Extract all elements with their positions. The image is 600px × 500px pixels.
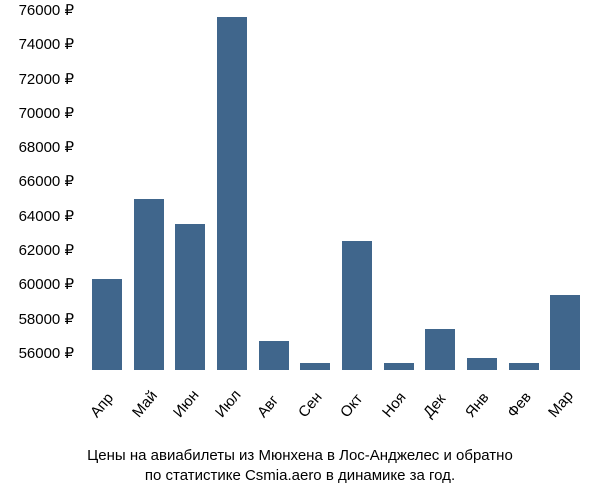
y-tick-label: 60000 ₽ [19, 275, 74, 293]
bar [467, 358, 497, 370]
x-tick-label: Июн [170, 387, 203, 421]
x-tick-label: Сен [295, 389, 326, 421]
bar [550, 295, 580, 370]
x-tick-label: Дек [420, 391, 449, 421]
chart-caption-line2: по статистике Csmia.aero в динамике за г… [0, 466, 600, 486]
bar [342, 241, 372, 370]
y-tick-label: 62000 ₽ [19, 241, 74, 259]
bars-container [86, 10, 586, 370]
bar [217, 17, 247, 370]
bar [134, 199, 164, 370]
bar [92, 279, 122, 370]
y-tick-label: 76000 ₽ [19, 1, 74, 19]
y-axis: 56000 ₽ 58000 ₽ 60000 ₽ 62000 ₽ 64000 ₽ 66000… [0, 10, 80, 370]
x-tick-label: Фев [504, 389, 535, 421]
chart-caption-line1: Цены на авиабилеты из Мюнхена в Лос-Андж… [0, 446, 600, 466]
x-tick-label: Май [129, 387, 161, 420]
bar [425, 329, 455, 370]
x-tick-label: Апр [87, 390, 117, 421]
price-chart: 56000 ₽ 58000 ₽ 60000 ₽ 62000 ₽ 64000 ₽ 66000… [0, 0, 600, 500]
bar [300, 363, 330, 370]
bar [384, 363, 414, 370]
y-tick-label: 58000 ₽ [19, 310, 74, 328]
x-tick-label: Июл [212, 387, 245, 421]
x-axis: Апр Май Июн Июл Авг Сен Окт Ноя Дек Янв Фев Мар [86, 372, 586, 442]
y-tick-label: 70000 ₽ [19, 104, 74, 122]
x-tick-label: Окт [337, 391, 366, 421]
y-tick-label: 64000 ₽ [19, 207, 74, 225]
y-tick-label: 66000 ₽ [19, 172, 74, 190]
x-tick-label: Ноя [379, 389, 410, 421]
y-tick-label: 74000 ₽ [19, 35, 74, 53]
plot-area [86, 10, 586, 370]
x-tick-label: Янв [462, 389, 492, 421]
bar [175, 224, 205, 370]
x-tick-label: Мар [545, 388, 577, 421]
y-tick-label: 56000 ₽ [19, 344, 74, 362]
y-tick-label: 72000 ₽ [19, 70, 74, 88]
bar [509, 363, 539, 370]
x-tick-label: Авг [254, 392, 282, 421]
y-tick-label: 68000 ₽ [19, 138, 74, 156]
bar [259, 341, 289, 370]
